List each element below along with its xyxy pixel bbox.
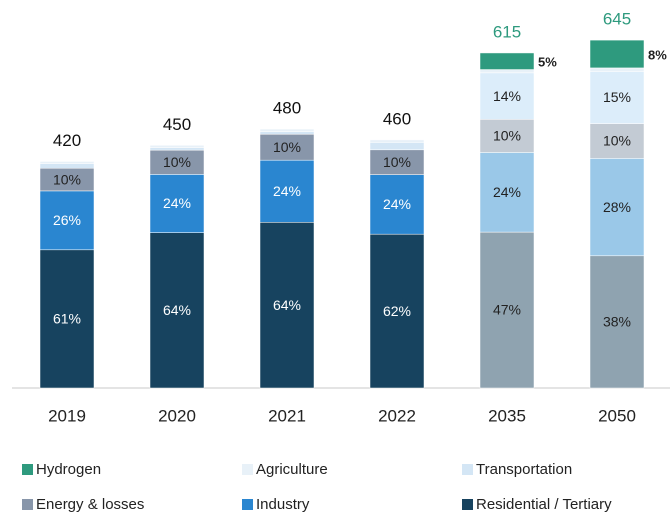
value-label: 10% bbox=[53, 171, 81, 187]
value-label: 64% bbox=[273, 297, 301, 313]
value-label: 24% bbox=[383, 196, 411, 212]
x-tick-label: 2050 bbox=[598, 406, 636, 425]
x-tick-label: 2020 bbox=[158, 406, 196, 425]
value-label: 38% bbox=[603, 314, 631, 330]
total-label: 450 bbox=[163, 115, 191, 134]
value-label: 10% bbox=[273, 139, 301, 155]
value-label: 26% bbox=[53, 212, 81, 228]
bar-segment bbox=[259, 134, 315, 161]
value-label: 10% bbox=[603, 133, 631, 149]
total-label: 460 bbox=[383, 109, 411, 128]
bar-segment bbox=[39, 163, 95, 169]
bar-segment bbox=[39, 161, 95, 164]
value-label: 61% bbox=[53, 311, 81, 327]
bar-segment bbox=[589, 71, 645, 124]
bar-segment bbox=[149, 232, 205, 389]
total-label: 645 bbox=[603, 10, 631, 29]
bar-segment bbox=[479, 152, 535, 233]
legend-swatch bbox=[22, 499, 33, 510]
legend-label: Hydrogen bbox=[36, 461, 101, 478]
bar-segment bbox=[149, 145, 205, 148]
bar-segment bbox=[259, 159, 315, 223]
legend-label: Residential / Tertiary bbox=[476, 496, 612, 513]
bar-segment bbox=[259, 131, 315, 135]
legend-label: Agriculture bbox=[256, 461, 328, 478]
value-label: 15% bbox=[603, 89, 631, 105]
value-label: 10% bbox=[383, 154, 411, 170]
bar-segment bbox=[589, 39, 645, 69]
bar-segment bbox=[149, 147, 205, 151]
bar-segment bbox=[369, 233, 425, 389]
bar-segment bbox=[259, 222, 315, 389]
value-label: 64% bbox=[163, 302, 191, 318]
value-label: 28% bbox=[603, 199, 631, 215]
legend-label: Energy & losses bbox=[36, 496, 144, 513]
bar-segment bbox=[589, 158, 645, 257]
bar-segment bbox=[479, 231, 535, 389]
legend-swatch bbox=[462, 464, 473, 475]
bar-segment bbox=[479, 72, 535, 120]
bar-segment bbox=[589, 255, 645, 389]
bar-segment bbox=[149, 174, 205, 233]
value-label: 5% bbox=[538, 55, 557, 70]
value-label: 47% bbox=[493, 302, 521, 318]
bar-segment bbox=[369, 139, 425, 143]
legend-swatch bbox=[242, 499, 253, 510]
legend-swatch bbox=[242, 464, 253, 475]
legend-label: Transportation bbox=[476, 461, 572, 478]
value-label: 8% bbox=[648, 47, 667, 62]
bar-segment bbox=[589, 123, 645, 159]
x-tick-label: 2022 bbox=[378, 406, 416, 425]
total-label: 480 bbox=[273, 99, 301, 118]
bar-segment bbox=[589, 67, 645, 72]
value-label: 62% bbox=[383, 303, 411, 319]
bar-segment bbox=[369, 149, 425, 175]
bar-segment bbox=[479, 69, 535, 74]
bar-segment bbox=[479, 52, 535, 70]
total-label: 420 bbox=[53, 131, 81, 150]
x-tick-label: 2035 bbox=[488, 406, 526, 425]
total-label: 615 bbox=[493, 22, 521, 41]
value-label: 24% bbox=[163, 195, 191, 211]
value-label: 24% bbox=[493, 184, 521, 200]
value-label: 10% bbox=[493, 128, 521, 144]
legend-swatch bbox=[22, 464, 33, 475]
value-label: 10% bbox=[163, 154, 191, 170]
value-label: 24% bbox=[273, 183, 301, 199]
legend-label: Industry bbox=[256, 496, 310, 513]
bar-segment bbox=[39, 190, 95, 251]
bar-segment bbox=[149, 149, 205, 175]
bar-segment bbox=[39, 249, 95, 389]
value-label: 14% bbox=[493, 88, 521, 104]
x-tick-label: 2019 bbox=[48, 406, 86, 425]
bar-segment bbox=[369, 142, 425, 151]
x-tick-label: 2021 bbox=[268, 406, 306, 425]
bar-segment bbox=[259, 128, 315, 132]
legend-swatch bbox=[462, 499, 473, 510]
